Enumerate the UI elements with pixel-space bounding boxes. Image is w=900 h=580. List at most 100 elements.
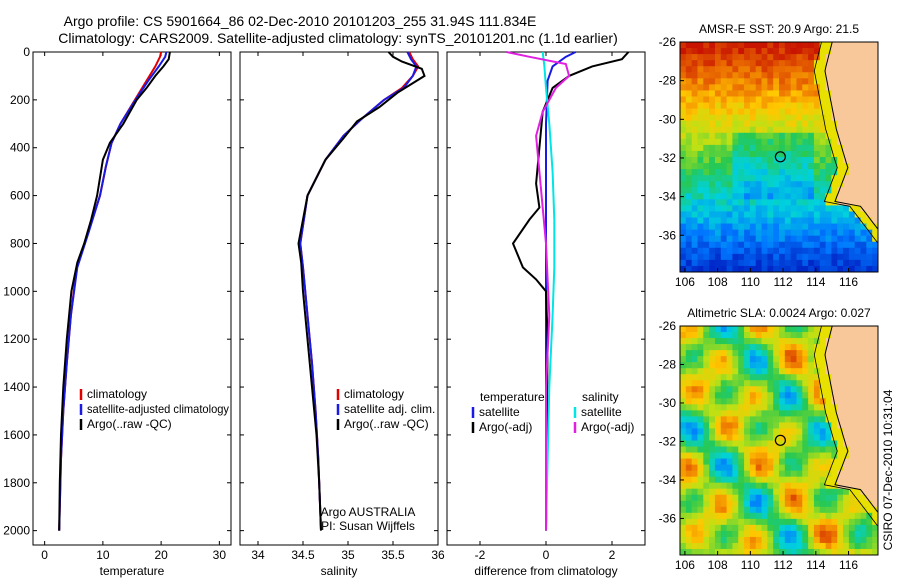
map-cell bbox=[738, 518, 745, 526]
map-cell bbox=[808, 410, 815, 417]
map-cell bbox=[755, 66, 763, 73]
map-cell bbox=[691, 132, 699, 140]
map-cell bbox=[837, 344, 844, 351]
map-cell bbox=[796, 500, 803, 508]
map-cell bbox=[860, 169, 867, 176]
map-cell bbox=[732, 229, 739, 237]
map-cell bbox=[703, 374, 710, 381]
map-cell bbox=[720, 102, 728, 110]
map-cell bbox=[685, 157, 693, 164]
map-cell bbox=[755, 428, 763, 436]
map-cell bbox=[843, 536, 850, 544]
map-cell bbox=[714, 536, 722, 544]
map-cell bbox=[837, 60, 844, 67]
map-cell bbox=[848, 169, 856, 176]
map-cell bbox=[796, 344, 803, 351]
x-tick-label: 106 bbox=[675, 558, 695, 572]
map-cell bbox=[714, 199, 722, 207]
map-cell bbox=[779, 488, 786, 496]
map-cell bbox=[703, 247, 710, 255]
map-cell bbox=[790, 404, 798, 411]
map-cell bbox=[680, 72, 687, 79]
map-cell bbox=[749, 102, 757, 110]
map-cell bbox=[819, 163, 827, 170]
map-cell bbox=[784, 506, 792, 514]
map-cell bbox=[860, 536, 867, 544]
map-cell bbox=[744, 494, 751, 502]
map-cell bbox=[837, 416, 844, 424]
series-line-satellite-adjusted-climatology bbox=[58, 51, 168, 531]
map-cell bbox=[744, 193, 751, 200]
map-cell bbox=[848, 458, 856, 466]
map-cell bbox=[773, 163, 780, 170]
map-cell bbox=[819, 500, 827, 508]
map-cell bbox=[819, 428, 827, 436]
map-cell bbox=[784, 386, 792, 393]
map-cell bbox=[866, 398, 873, 405]
map-cell bbox=[744, 114, 751, 122]
map-cell bbox=[761, 350, 768, 357]
map-cell bbox=[680, 512, 687, 520]
map-cell bbox=[784, 211, 792, 219]
map-cell bbox=[784, 452, 792, 460]
map-cell bbox=[720, 398, 728, 405]
map-cell bbox=[854, 362, 862, 369]
map-cell bbox=[825, 344, 833, 351]
map-cell bbox=[685, 434, 693, 442]
map-cell bbox=[720, 536, 728, 544]
map-cell bbox=[749, 464, 757, 472]
map-cell bbox=[767, 60, 774, 67]
map-cell bbox=[808, 96, 815, 104]
map-cell bbox=[779, 187, 786, 194]
map-cell bbox=[808, 386, 815, 393]
map-cell bbox=[773, 253, 780, 261]
map-cell bbox=[709, 434, 716, 442]
map-cell bbox=[784, 524, 792, 532]
map-cell bbox=[813, 96, 821, 104]
map-cell bbox=[843, 126, 850, 134]
map-cell bbox=[738, 524, 745, 532]
map-cell bbox=[813, 488, 821, 496]
map-cell bbox=[813, 548, 821, 555]
map-cell bbox=[773, 446, 780, 454]
map-cell bbox=[685, 102, 693, 110]
map-cell bbox=[738, 48, 745, 55]
map-cell bbox=[709, 84, 716, 92]
map-cell bbox=[685, 253, 693, 261]
map-cell bbox=[790, 235, 798, 243]
map-cell bbox=[808, 169, 815, 176]
map-cell bbox=[732, 392, 739, 399]
map-cell bbox=[714, 265, 722, 272]
map-cell bbox=[796, 144, 803, 152]
map-cell bbox=[709, 241, 716, 249]
map-cell bbox=[796, 476, 803, 484]
map-cell bbox=[761, 72, 768, 79]
map-cell bbox=[843, 60, 850, 67]
map-cell bbox=[848, 404, 856, 411]
map-cell bbox=[744, 223, 751, 231]
map-cell bbox=[866, 452, 873, 460]
map-cell bbox=[872, 199, 878, 207]
map-cell bbox=[813, 344, 821, 351]
map-cell bbox=[755, 241, 763, 249]
map-cell bbox=[744, 542, 751, 550]
map-cell bbox=[784, 253, 792, 261]
map-cell bbox=[802, 428, 809, 436]
map-cell bbox=[773, 42, 780, 49]
map-cell bbox=[825, 72, 833, 79]
map-cell bbox=[755, 259, 763, 267]
map-cell bbox=[726, 84, 734, 92]
map-field bbox=[680, 326, 878, 555]
map-cell bbox=[813, 90, 821, 98]
map-cell bbox=[726, 410, 734, 417]
map-cell bbox=[720, 84, 728, 92]
map-cell bbox=[691, 446, 699, 454]
map-cell bbox=[773, 404, 780, 411]
map-cell bbox=[831, 542, 838, 550]
map-cell bbox=[767, 193, 774, 200]
map-cell bbox=[749, 265, 757, 272]
map-cell bbox=[685, 404, 693, 411]
map-cell bbox=[790, 199, 798, 207]
map-cell bbox=[714, 488, 722, 496]
